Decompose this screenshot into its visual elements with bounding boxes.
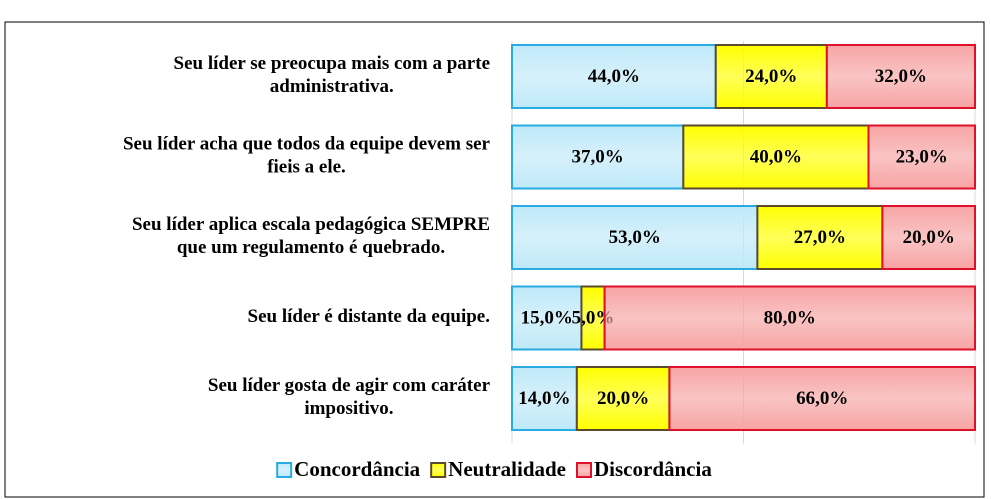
bar-segment (867, 124, 977, 190)
data-label: 15,0% (521, 307, 573, 328)
data-label: 24,0% (745, 66, 797, 87)
data-label: 20,0% (903, 227, 955, 248)
label-line: Seu líder acha que todos da equipe devem… (123, 134, 491, 155)
data-label: 40,0% (750, 146, 802, 167)
bar-segment (668, 366, 976, 431)
data-label: 53,0% (609, 227, 661, 248)
y-tick-label: Seu líder aplica escala pedagógica SEMPR… (132, 214, 490, 258)
y-tick-label: Seu líder gosta de agir com caráter impos… (208, 375, 491, 419)
legend-label: Concordância (294, 457, 421, 481)
data-label: 20,0% (597, 388, 649, 409)
bar-segment (756, 205, 884, 270)
data-label: 32,0% (875, 66, 927, 87)
data-label: 66,0% (796, 388, 848, 409)
legend-label: Discordância (594, 457, 712, 481)
label-line: Seu líder se preocupa mais com a parte (174, 53, 490, 74)
label-line: Seu líder é distante da equipe. (248, 306, 490, 327)
label-line: impositivo. (304, 398, 393, 419)
legend-label: Neutralidade (448, 457, 566, 481)
data-label: 37,0% (572, 146, 624, 167)
bar-segment (511, 285, 583, 351)
label-line: Seu líder gosta de agir com caráter (208, 375, 491, 396)
bar-segment (603, 285, 976, 351)
bar-segment (881, 205, 977, 270)
data-label: 80,0% (764, 307, 816, 328)
y-tick-label: Seu líder se preocupa mais com a parte ad… (174, 53, 490, 97)
label-line: Seu líder aplica escala pedagógica SEMPR… (132, 214, 490, 235)
bar-segment (511, 44, 717, 109)
y-tick-label: Seu líder é distante da equipe. (248, 306, 490, 327)
data-label: 27,0% (794, 227, 846, 248)
legend-swatch (430, 462, 447, 478)
bar-segment (714, 44, 828, 109)
label-line: fieis a ele. (267, 157, 346, 178)
y-tick-label: Seu líder acha que todos da equipe devem… (123, 134, 491, 178)
data-label: 14,0% (518, 388, 570, 409)
data-label: 23,0% (896, 146, 948, 167)
data-label: 44,0% (588, 66, 640, 87)
legend-swatch (276, 462, 293, 478)
label-line: administrativa. (270, 76, 394, 97)
bar-segment (825, 44, 977, 109)
bar-segment (575, 366, 671, 431)
bar-segment (511, 366, 578, 431)
legend-swatch (576, 462, 592, 478)
label-line: que um regulamento é quebrado. (177, 237, 445, 258)
